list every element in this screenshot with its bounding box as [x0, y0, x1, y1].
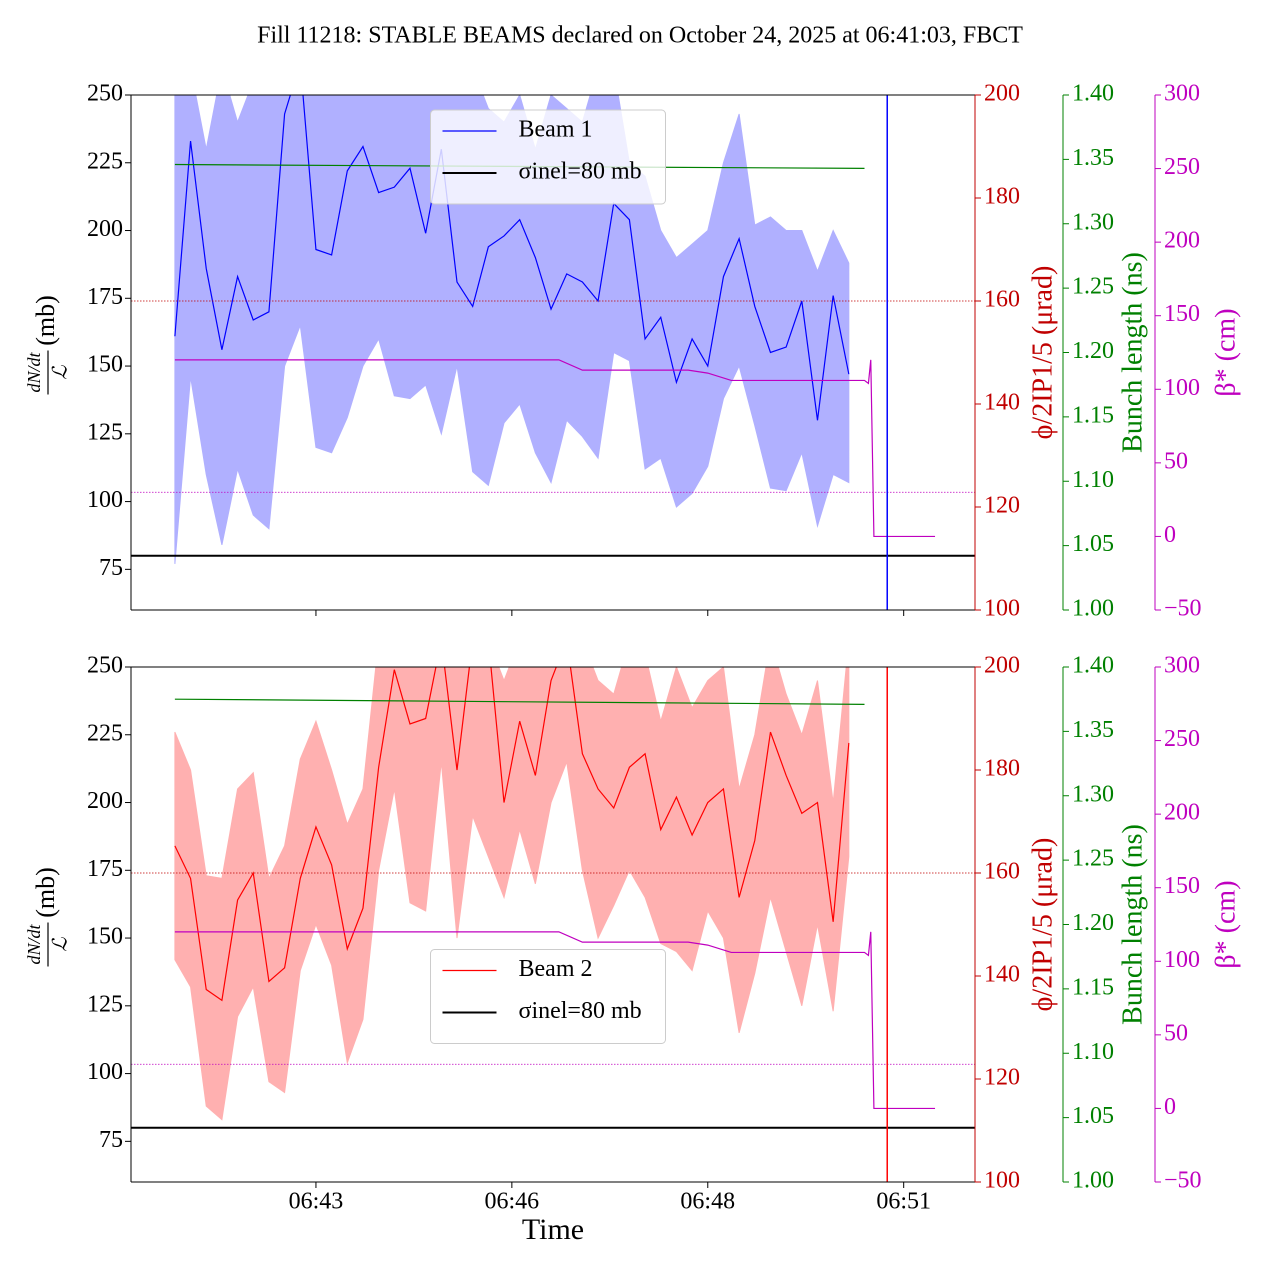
x-axis-label: Time — [522, 1213, 584, 1246]
y-tick-label: 250 — [87, 653, 123, 679]
error-band — [174, 667, 850, 1121]
y-tick-label: 125 — [87, 419, 123, 445]
y-tick-label: 140 — [984, 962, 1020, 988]
series-line — [174, 667, 850, 1002]
y-tick-label: 160 — [984, 859, 1020, 885]
legend-frame — [430, 109, 666, 205]
y-tick-label: 225 — [87, 148, 123, 174]
y-tick-label: 1.30 — [1072, 209, 1114, 235]
y-tick-label: 200 — [984, 653, 1020, 679]
y-tick-label: 1.00 — [1072, 596, 1114, 622]
legend-label: σinel=80 mb — [519, 998, 642, 1024]
right-axis-label: Bunch length (ns) — [1117, 824, 1148, 1025]
y-tick-label: 50 — [1164, 448, 1188, 474]
y-tick-label: 140 — [984, 390, 1020, 416]
y-tick-label: 1.05 — [1072, 1103, 1114, 1129]
y-tick-label: 175 — [87, 856, 123, 882]
y-tick-label: 250 — [1164, 154, 1200, 180]
legend-label: σinel=80 mb — [519, 159, 642, 185]
y-tick-label: 250 — [1164, 726, 1200, 752]
y-tick-label: 1.10 — [1072, 467, 1114, 493]
y-tick-label: 200 — [87, 788, 123, 814]
y-tick-label: 1.20 — [1072, 338, 1114, 364]
x-tick-label: 06:46 — [485, 1189, 540, 1215]
series-line — [174, 931, 936, 1110]
legend-label: Beam 1 — [519, 117, 593, 143]
x-tick-label: 06:43 — [289, 1189, 344, 1215]
y-tick-label: 1.40 — [1072, 653, 1114, 679]
series-line — [174, 359, 936, 538]
y-tick-label: 150 — [1164, 873, 1200, 899]
y-tick-label: 150 — [87, 352, 123, 378]
y-label-numerator: dN/dt — [24, 924, 44, 965]
y-tick-label: 120 — [984, 493, 1020, 519]
y-tick-label: 1.15 — [1072, 402, 1114, 428]
y-tick-label: 50 — [1164, 1020, 1188, 1046]
y-tick-label: 1.05 — [1072, 531, 1114, 557]
y-tick-label: 160 — [984, 287, 1020, 313]
y-tick-label: 1.00 — [1072, 1168, 1114, 1194]
y-label-denominator: ℒ — [50, 937, 72, 952]
plot-area — [131, 667, 975, 1182]
y-tick-label: 175 — [87, 284, 123, 310]
error-band — [174, 95, 850, 564]
y-tick-label: 0 — [1164, 1094, 1176, 1120]
right-axis-label: β* (cm) — [1210, 308, 1241, 396]
y-tick-label: 1.25 — [1072, 846, 1114, 872]
y-tick-label: 1.20 — [1072, 910, 1114, 936]
y-tick-label: 100 — [87, 1059, 123, 1085]
y-tick-label: 100 — [984, 596, 1020, 622]
series-line — [174, 698, 865, 705]
y-label-unit: (mb) — [31, 295, 60, 346]
y-tick-label: 1.15 — [1072, 974, 1114, 1000]
y-tick-label: 1.35 — [1072, 717, 1114, 743]
y-tick-label: 1.30 — [1072, 781, 1114, 807]
y-tick-label: 100 — [1164, 947, 1200, 973]
y-tick-label: 200 — [1164, 800, 1200, 826]
y-tick-label: 125 — [87, 991, 123, 1017]
y-label-numerator: dN/dt — [24, 352, 44, 393]
y-tick-label: 300 — [1164, 81, 1200, 107]
y-tick-label: 150 — [87, 924, 123, 950]
y-tick-label: 180 — [984, 184, 1020, 210]
x-tick-label: 06:51 — [876, 1189, 931, 1215]
y-axis-label: dN/dt ℒ (mb) — [24, 295, 72, 395]
y-tick-label: 250 — [87, 81, 123, 107]
y-tick-label: 200 — [984, 81, 1020, 107]
y-tick-label: 120 — [984, 1065, 1020, 1091]
y-tick-label: 75 — [99, 555, 123, 581]
y-tick-label: 1.35 — [1072, 145, 1114, 171]
y-tick-label: 0 — [1164, 522, 1176, 548]
y-axis-label: dN/dt ℒ (mb) — [24, 867, 72, 967]
right-axis-label: ϕ/2IP1/5 (μrad) — [1027, 266, 1058, 440]
legend-frame — [430, 949, 666, 1044]
series-line — [174, 95, 850, 421]
y-tick-label: 75 — [99, 1127, 123, 1153]
y-tick-label: 100 — [984, 1168, 1020, 1194]
y-tick-label: 225 — [87, 720, 123, 746]
right-axis-label: ϕ/2IP1/5 (μrad) — [1027, 838, 1058, 1012]
x-tick-label: 06:48 — [680, 1189, 735, 1215]
y-tick-label: 150 — [1164, 301, 1200, 327]
y-tick-label: 1.40 — [1072, 81, 1114, 107]
y-tick-label: 300 — [1164, 653, 1200, 679]
y-tick-label: −50 — [1164, 596, 1202, 622]
y-tick-label: −50 — [1164, 1168, 1202, 1194]
y-tick-label: 100 — [87, 487, 123, 513]
y-tick-label: 100 — [1164, 375, 1200, 401]
y-label-denominator: ℒ — [50, 365, 72, 380]
right-axis-label: Bunch length (ns) — [1117, 252, 1148, 453]
legend-label: Beam 2 — [519, 956, 593, 982]
y-tick-label: 200 — [1164, 228, 1200, 254]
y-tick-label: 200 — [87, 216, 123, 242]
y-tick-label: 180 — [984, 756, 1020, 782]
y-label-unit: (mb) — [31, 867, 60, 918]
figure-title: Fill 11218: STABLE BEAMS declared on Oct… — [257, 23, 1023, 49]
right-axis-label: β* (cm) — [1210, 880, 1241, 968]
y-tick-label: 1.10 — [1072, 1039, 1114, 1065]
y-tick-label: 1.25 — [1072, 274, 1114, 300]
